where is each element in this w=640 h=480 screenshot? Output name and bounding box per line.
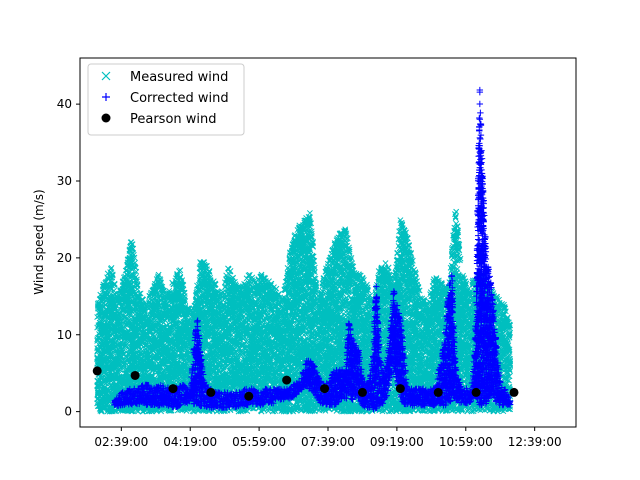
y-tick-label: 30 — [57, 174, 72, 188]
series-layer — [92, 86, 519, 415]
x-tick-label: 07:39:00 — [301, 435, 355, 449]
x-tick-label: 09:19:00 — [370, 435, 424, 449]
y-axis-label: Wind speed (m/s) — [32, 189, 46, 294]
data-point — [320, 384, 330, 394]
legend-box — [87, 63, 245, 136]
data-point — [92, 366, 102, 376]
x-tick-label: 04:19:00 — [163, 435, 217, 449]
x-tick-label: 05:59:00 — [232, 435, 286, 449]
data-point — [395, 384, 405, 394]
ticks-layer: 02:39:00 04:19:00 05:59:00 07:39:00 09:19:00… — [57, 97, 562, 449]
legend: Measured wind Corrected wind Pearson wind — [87, 63, 245, 136]
legend-item: Corrected wind — [102, 91, 229, 106]
y-tick-label: 20 — [57, 251, 72, 265]
legend-label: Measured wind — [130, 70, 228, 85]
y-tick-label: 40 — [57, 97, 72, 111]
legend-marker — [101, 71, 111, 81]
legend-marker — [101, 113, 111, 123]
legend-label: Corrected wind — [130, 91, 229, 106]
data-point — [130, 370, 140, 380]
data-point — [282, 375, 292, 385]
data-point — [509, 387, 519, 397]
legend-label: Pearson wind — [130, 112, 217, 127]
data-point — [168, 384, 178, 394]
data-point — [206, 387, 216, 397]
data-point — [357, 387, 367, 397]
legend-item: Measured wind — [101, 70, 228, 85]
x-tick-label: 10:59:00 — [439, 435, 493, 449]
y-tick-label: 0 — [64, 405, 72, 419]
x-tick-label: 12:39:00 — [508, 435, 562, 449]
y-tick-label: 10 — [57, 328, 72, 342]
series-corrected-wind — [111, 86, 514, 413]
legend-item: Pearson wind — [101, 112, 217, 127]
series-pearson-wind — [92, 366, 519, 401]
data-band — [111, 86, 514, 413]
data-point — [244, 391, 254, 401]
data-point — [471, 387, 481, 397]
data-point — [433, 387, 443, 397]
x-tick-label: 02:39:00 — [94, 435, 148, 449]
legend-marker — [102, 93, 110, 101]
